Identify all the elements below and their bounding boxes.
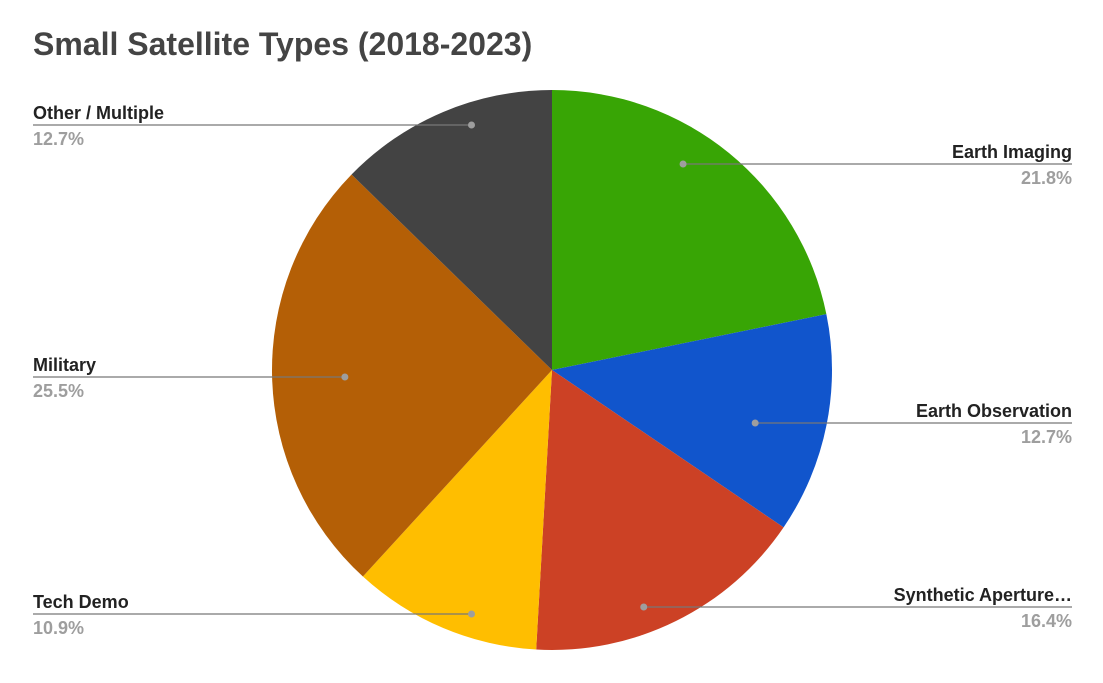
callout-tech-demo: Tech Demo 10.9% <box>33 592 476 638</box>
slice-label: Tech Demo <box>33 592 129 612</box>
slice-label: Earth Imaging <box>952 142 1072 162</box>
callout-dot <box>751 419 759 427</box>
callout-earth-observation: Earth Observation 12.7% <box>751 401 1072 447</box>
slice-percent: 21.8% <box>1021 168 1072 188</box>
callout-dot <box>679 160 687 168</box>
slice-percent: 16.4% <box>1021 611 1072 631</box>
pie-slice-military <box>272 174 552 577</box>
callout-synthetic-aperture: Synthetic Aperture… 16.4% <box>640 585 1072 631</box>
pie-slice-other-multiple <box>351 89 552 370</box>
callout-dot <box>468 610 476 618</box>
pie-callouts: Earth Imaging 21.8% Earth Observation 12.7%… <box>33 103 1072 638</box>
callout-dot <box>468 121 476 129</box>
slice-percent: 12.7% <box>1021 427 1072 447</box>
slice-percent: 10.9% <box>33 618 84 638</box>
slice-label: Military <box>33 355 96 375</box>
pie-slice-synthetic-aperture <box>536 370 784 650</box>
pie-slice-tech-demo <box>362 370 552 650</box>
callout-dot <box>341 373 349 381</box>
callout-earth-imaging: Earth Imaging 21.8% <box>679 142 1072 188</box>
slice-label: Earth Observation <box>916 401 1072 421</box>
callout-military: Military 25.5% <box>33 355 349 401</box>
slice-percent: 25.5% <box>33 381 84 401</box>
callout-dot <box>640 603 648 611</box>
callout-other-multiple: Other / Multiple 12.7% <box>33 103 476 149</box>
slice-label: Other / Multiple <box>33 103 164 123</box>
pie-slices <box>272 89 832 650</box>
slice-percent: 12.7% <box>33 129 84 149</box>
pie-slice-earth-imaging <box>552 90 827 370</box>
slice-label: Synthetic Aperture… <box>894 585 1072 605</box>
pie-slice-earth-observation <box>552 314 832 528</box>
chart-title: Small Satellite Types (2018-2023) <box>33 26 533 62</box>
